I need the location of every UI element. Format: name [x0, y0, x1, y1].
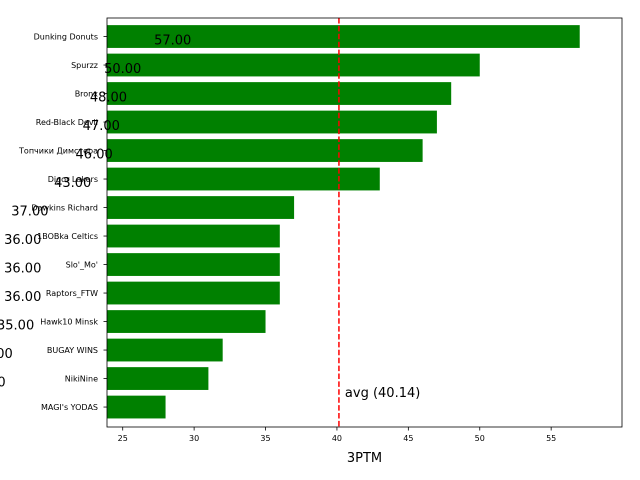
y-tick-label: NikiNine [65, 375, 98, 384]
average-label: avg (40.14) [345, 386, 420, 401]
x-tick-label: 50 [475, 434, 485, 443]
axes-layer: Dunking Donuts Spurzz Bronx Red-Black Devil… [18, 17, 623, 443]
bar [107, 167, 380, 191]
x-axis-label: 3PTM [347, 451, 382, 466]
data-label: 48.00 [90, 91, 127, 106]
y-tick-label: 1BOBka Celtics [37, 232, 98, 241]
bar [107, 281, 280, 305]
bar [107, 110, 437, 134]
y-tick-label: Топчики Димстера [18, 147, 98, 156]
y-tick-label: Red-Black Devil [36, 118, 98, 127]
y-tick-label: Dunking Donuts [34, 33, 98, 42]
bar [107, 310, 266, 333]
x-tick-label: 30 [189, 434, 199, 443]
bar [107, 196, 295, 219]
bar [107, 139, 423, 162]
bar [107, 224, 280, 248]
bar [107, 367, 209, 390]
bar [107, 338, 223, 362]
x-tick-label: 55 [546, 434, 556, 443]
x-tick-label: 40 [332, 434, 342, 443]
y-tick-label: Bronx [75, 90, 99, 99]
data-label: 36.00 [4, 290, 41, 305]
y-tick-label: Slo'_Mo' [66, 261, 98, 270]
data-label: 32.00 [0, 347, 13, 362]
plot-frame [106, 17, 623, 428]
y-tick-label: Spurzz [71, 61, 98, 70]
y-tick-label: MAGI's YODAS [41, 403, 98, 412]
data-label: 43.00 [54, 176, 91, 191]
y-tick-label: Digor Lakers [48, 175, 98, 184]
data-label: 31.00 [0, 376, 6, 391]
y-tick-label: BUGAY WINS [47, 346, 98, 355]
y-tick-label: Dawkins Richard [31, 204, 98, 213]
x-tick-label: 45 [403, 434, 413, 443]
data-label: 36.00 [4, 233, 41, 248]
data-label: 46.00 [76, 148, 113, 163]
bar [107, 82, 452, 105]
y-tick-label: Hawk10 Minsk [40, 318, 98, 327]
y-tick-label: Raptors_FTW [46, 289, 98, 298]
bar [107, 53, 480, 77]
data-label: 35.00 [0, 319, 34, 334]
data-label: 36.00 [4, 262, 41, 277]
data-label: 47.00 [83, 119, 120, 134]
data-label: 50.00 [104, 62, 141, 77]
x-tick-label: 35 [260, 434, 270, 443]
x-tick-label: 25 [118, 434, 128, 443]
bar [107, 253, 280, 276]
bar [107, 395, 166, 419]
reference-layer: avg (40.14) [338, 18, 420, 427]
data-label: 37.00 [11, 205, 48, 220]
data-labels-layer: 57.00 50.00 48.00 47.00 46.00 43.00 37.00 36.00… [0, 34, 191, 391]
bar [107, 25, 580, 48]
data-label: 57.00 [154, 34, 191, 49]
bars-layer [107, 25, 580, 419]
